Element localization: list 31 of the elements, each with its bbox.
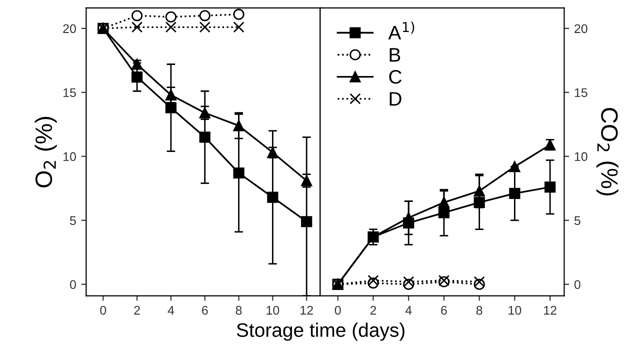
y-tick-label: 5: [70, 216, 76, 225]
x-tick-label: 12: [544, 306, 556, 315]
y-tick-label: 0: [70, 280, 76, 289]
y-tick-label: 10: [64, 152, 76, 162]
legend-label: C: [389, 70, 402, 84]
y-axis-title: O$_{2}$ (%): [34, 116, 57, 188]
x-tick-label: 4: [405, 306, 412, 315]
x-tick-label: 2: [370, 306, 376, 315]
y2-tick-label: 20: [574, 24, 588, 34]
y2-tick-label: 5: [574, 216, 580, 225]
y2-tick-label: 10: [574, 152, 588, 162]
y2-axis-title: CO$_{2}$ (%): [596, 108, 618, 196]
x-tick-label: 10: [508, 306, 522, 315]
legend-label: A$^{1)}$: [388, 22, 414, 40]
x-tick-label: 6: [202, 306, 208, 315]
x-tick-label: 12: [300, 306, 313, 315]
y-tick-label: 20: [63, 24, 76, 34]
x-tick-label: 4: [168, 306, 174, 315]
y2-tick-label: 15: [574, 88, 588, 98]
x-tick-label: 2: [134, 306, 140, 315]
legend-label: B: [390, 48, 400, 62]
x-tick-label: 0: [100, 306, 106, 315]
legend-label: D: [390, 92, 402, 106]
x-tick-label: 8: [476, 306, 482, 315]
x-tick-label: 6: [441, 306, 447, 315]
y-tick-label: 15: [64, 88, 76, 98]
x-tick-label: 0: [334, 306, 341, 315]
x-tick-label: 10: [266, 306, 280, 315]
x-axis-title: Storage time (days): [236, 322, 404, 341]
y2-tick-label: 0: [574, 280, 580, 289]
x-tick-label: 8: [236, 306, 242, 315]
